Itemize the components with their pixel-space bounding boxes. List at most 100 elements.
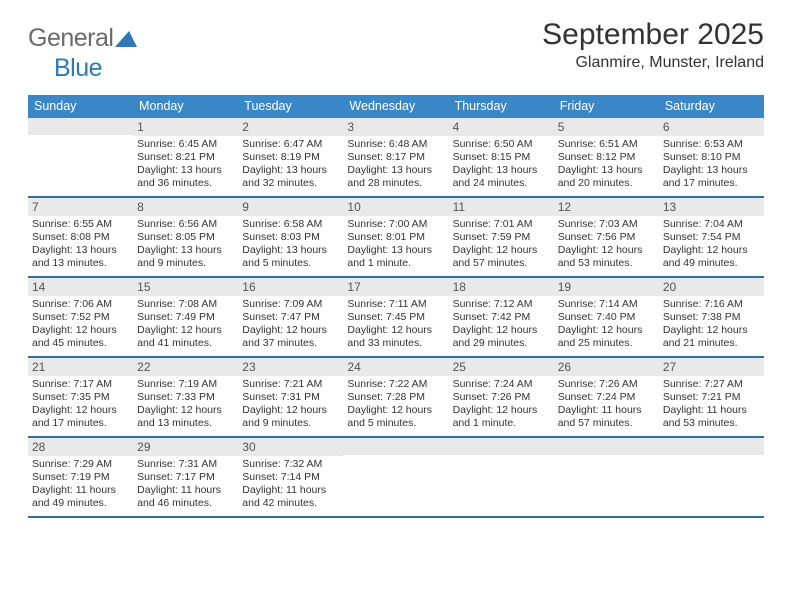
week-row: 21Sunrise: 7:17 AMSunset: 7:35 PMDayligh… [28,358,764,438]
daylight-text: Daylight: 13 hours and 5 minutes. [242,244,339,270]
day-info: Sunrise: 7:24 AMSunset: 7:26 PMDaylight:… [453,378,550,431]
sunrise-text: Sunrise: 6:50 AM [453,138,550,151]
sunrise-text: Sunrise: 7:16 AM [663,298,760,311]
brand-word1: General [28,24,113,52]
day-header: Friday [554,95,659,118]
daylight-text: Daylight: 12 hours and 37 minutes. [242,324,339,350]
day-info: Sunrise: 7:00 AMSunset: 8:01 PMDaylight:… [347,218,444,271]
day-cell: 20Sunrise: 7:16 AMSunset: 7:38 PMDayligh… [659,278,764,356]
day-info: Sunrise: 6:45 AMSunset: 8:21 PMDaylight:… [137,138,234,191]
location-text: Glanmire, Munster, Ireland [542,54,764,72]
day-info: Sunrise: 7:11 AMSunset: 7:45 PMDaylight:… [347,298,444,351]
day-number: 3 [343,118,448,136]
sunrise-text: Sunrise: 7:19 AM [137,378,234,391]
day-number: 27 [659,358,764,376]
sunrise-text: Sunrise: 7:09 AM [242,298,339,311]
day-cell [554,438,659,516]
daylight-text: Daylight: 13 hours and 32 minutes. [242,164,339,190]
week-row: 14Sunrise: 7:06 AMSunset: 7:52 PMDayligh… [28,278,764,358]
day-info: Sunrise: 6:47 AMSunset: 8:19 PMDaylight:… [242,138,339,191]
sunrise-text: Sunrise: 7:06 AM [32,298,129,311]
daylight-text: Daylight: 12 hours and 49 minutes. [663,244,760,270]
day-cell: 7 Sunrise: 6:55 AMSunset: 8:08 PMDaylight… [28,198,133,276]
sunrise-text: Sunrise: 7:24 AM [453,378,550,391]
daylight-text: Daylight: 12 hours and 13 minutes. [137,404,234,430]
day-info: Sunrise: 7:04 AMSunset: 7:54 PMDaylight:… [663,218,760,271]
sunset-text: Sunset: 7:49 PM [137,311,234,324]
day-number [449,438,554,455]
daylight-text: Daylight: 12 hours and 21 minutes. [663,324,760,350]
brand-text: GeneralBlue [28,24,137,83]
sunset-text: Sunset: 8:05 PM [137,231,234,244]
sunset-text: Sunset: 7:47 PM [242,311,339,324]
daylight-text: Daylight: 12 hours and 57 minutes. [453,244,550,270]
day-number: 21 [28,358,133,376]
day-number: 7 [28,198,133,216]
sunrise-text: Sunrise: 7:14 AM [558,298,655,311]
daylight-text: Daylight: 13 hours and 20 minutes. [558,164,655,190]
day-cell: 8Sunrise: 6:56 AMSunset: 8:05 PMDaylight… [133,198,238,276]
day-number: 4 [449,118,554,136]
day-info: Sunrise: 6:55 AMSunset: 8:08 PMDaylight:… [32,218,129,271]
day-number: 5 [554,118,659,136]
day-number: 12 [554,198,659,216]
day-number: 11 [449,198,554,216]
sunset-text: Sunset: 8:15 PM [453,151,550,164]
daylight-text: Daylight: 12 hours and 53 minutes. [558,244,655,270]
daylight-text: Daylight: 12 hours and 41 minutes. [137,324,234,350]
day-cell: 9Sunrise: 6:58 AMSunset: 8:03 PMDaylight… [238,198,343,276]
sunrise-text: Sunrise: 7:12 AM [453,298,550,311]
brand-triangle-icon [115,25,137,54]
month-title: September 2025 [542,18,764,52]
day-cell: 12 Sunrise: 7:03 AMSunset: 7:56 PMDayligh… [554,198,659,276]
day-info: Sunrise: 6:56 AMSunset: 8:05 PMDaylight:… [137,218,234,271]
sunset-text: Sunset: 7:21 PM [663,391,760,404]
sunset-text: Sunset: 7:42 PM [453,311,550,324]
day-number [28,118,133,135]
sunrise-text: Sunrise: 6:58 AM [242,218,339,231]
sunset-text: Sunset: 7:14 PM [242,471,339,484]
sunset-text: Sunset: 8:10 PM [663,151,760,164]
day-cell [28,118,133,196]
sunset-text: Sunset: 8:19 PM [242,151,339,164]
day-info: Sunrise: 6:58 AMSunset: 8:03 PMDaylight:… [242,218,339,271]
day-info: Sunrise: 6:50 AMSunset: 8:15 PMDaylight:… [453,138,550,191]
sunrise-text: Sunrise: 7:32 AM [242,458,339,471]
day-number: 30 [238,438,343,456]
sunrise-text: Sunrise: 6:48 AM [347,138,444,151]
day-number: 1 [133,118,238,136]
day-cell [343,438,448,516]
sunrise-text: Sunrise: 7:22 AM [347,378,444,391]
day-header-row: Sunday Monday Tuesday Wednesday Thursday… [28,95,764,118]
sunset-text: Sunset: 7:31 PM [242,391,339,404]
sunrise-text: Sunrise: 6:51 AM [558,138,655,151]
daylight-text: Daylight: 11 hours and 46 minutes. [137,484,234,510]
day-number: 13 [659,198,764,216]
day-info: Sunrise: 7:12 AMSunset: 7:42 PMDaylight:… [453,298,550,351]
sunset-text: Sunset: 7:24 PM [558,391,655,404]
day-header: Wednesday [343,95,448,118]
day-info: Sunrise: 7:22 AMSunset: 7:28 PMDaylight:… [347,378,444,431]
sunset-text: Sunset: 7:54 PM [663,231,760,244]
day-cell: 3Sunrise: 6:48 AMSunset: 8:17 PMDaylight… [343,118,448,196]
day-info: Sunrise: 7:03 AMSunset: 7:56 PMDaylight:… [558,218,655,271]
day-number: 29 [133,438,238,456]
day-info: Sunrise: 7:32 AMSunset: 7:14 PMDaylight:… [242,458,339,511]
day-number: 26 [554,358,659,376]
day-cell: 26Sunrise: 7:26 AMSunset: 7:24 PMDayligh… [554,358,659,436]
sunrise-text: Sunrise: 7:27 AM [663,378,760,391]
page-header: GeneralBlue September 2025 Glanmire, Mun… [28,18,764,83]
day-cell: 10 Sunrise: 7:00 AMSunset: 8:01 PMDayligh… [343,198,448,276]
daylight-text: Daylight: 13 hours and 36 minutes. [137,164,234,190]
day-number: 20 [659,278,764,296]
brand-logo: GeneralBlue [28,24,137,83]
sunrise-text: Sunrise: 6:55 AM [32,218,129,231]
sunset-text: Sunset: 8:21 PM [137,151,234,164]
daylight-text: Daylight: 12 hours and 9 minutes. [242,404,339,430]
daylight-text: Daylight: 13 hours and 17 minutes. [663,164,760,190]
day-number: 24 [343,358,448,376]
day-cell: 15Sunrise: 7:08 AMSunset: 7:49 PMDayligh… [133,278,238,356]
day-number: 10 [343,198,448,216]
sunset-text: Sunset: 7:56 PM [558,231,655,244]
title-block: September 2025 Glanmire, Munster, Irelan… [542,18,764,72]
